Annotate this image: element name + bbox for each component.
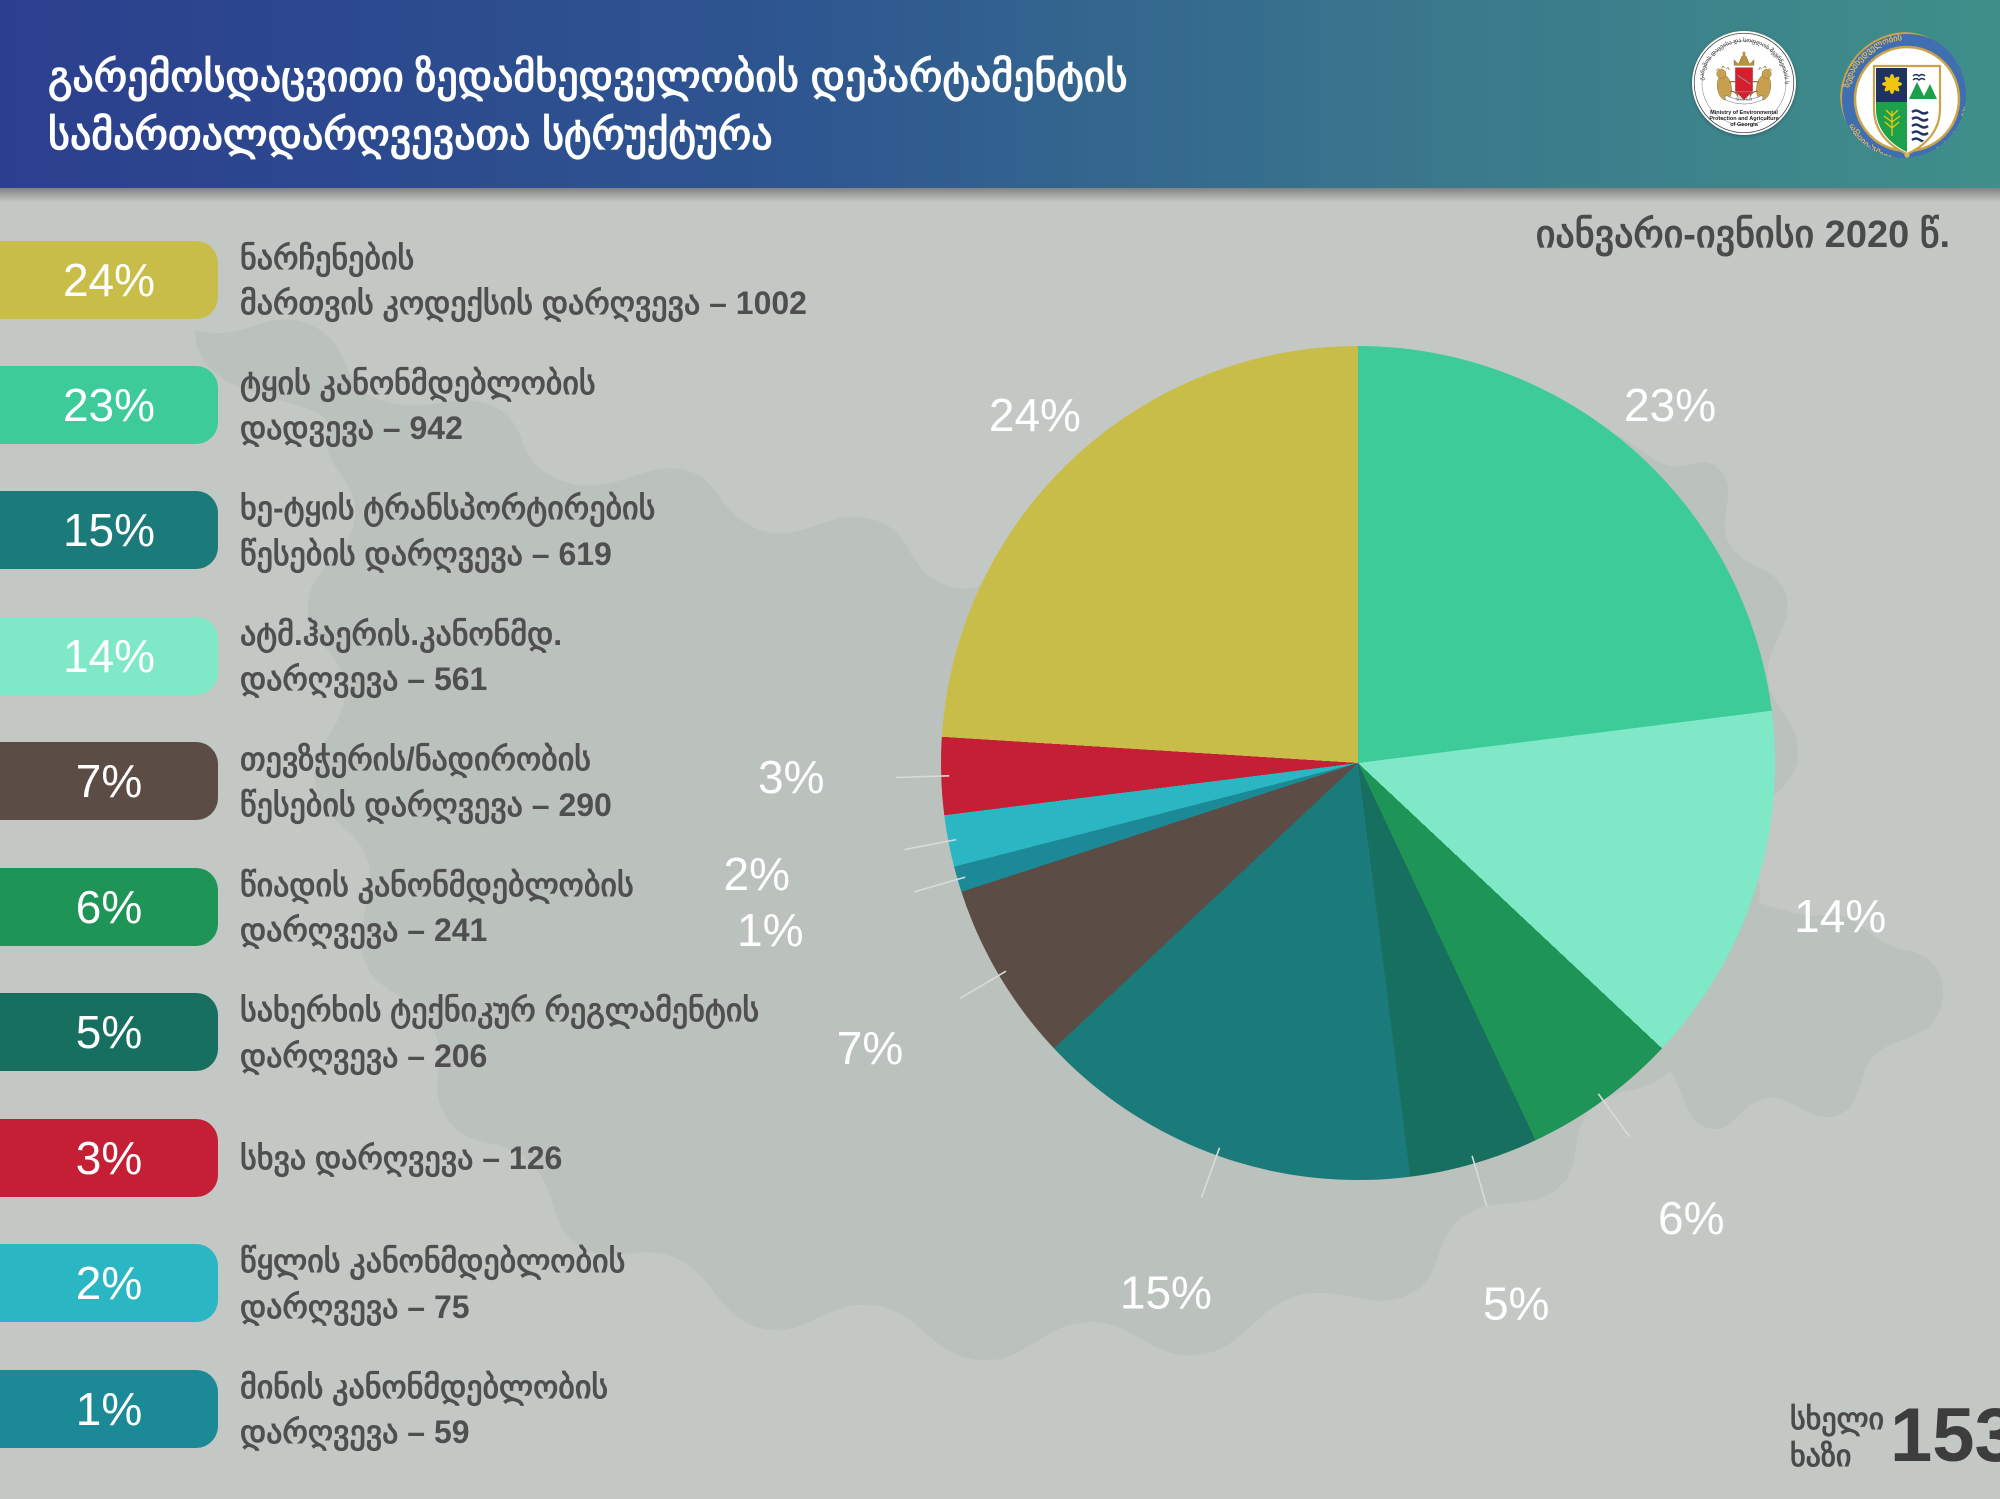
- svg-text:23%: 23%: [1624, 379, 1716, 431]
- svg-text:24%: 24%: [989, 389, 1081, 441]
- svg-text:6%: 6%: [1658, 1192, 1724, 1244]
- svg-text:15%: 15%: [1120, 1267, 1212, 1319]
- svg-text:14%: 14%: [1794, 890, 1886, 942]
- svg-text:5%: 5%: [1483, 1278, 1549, 1330]
